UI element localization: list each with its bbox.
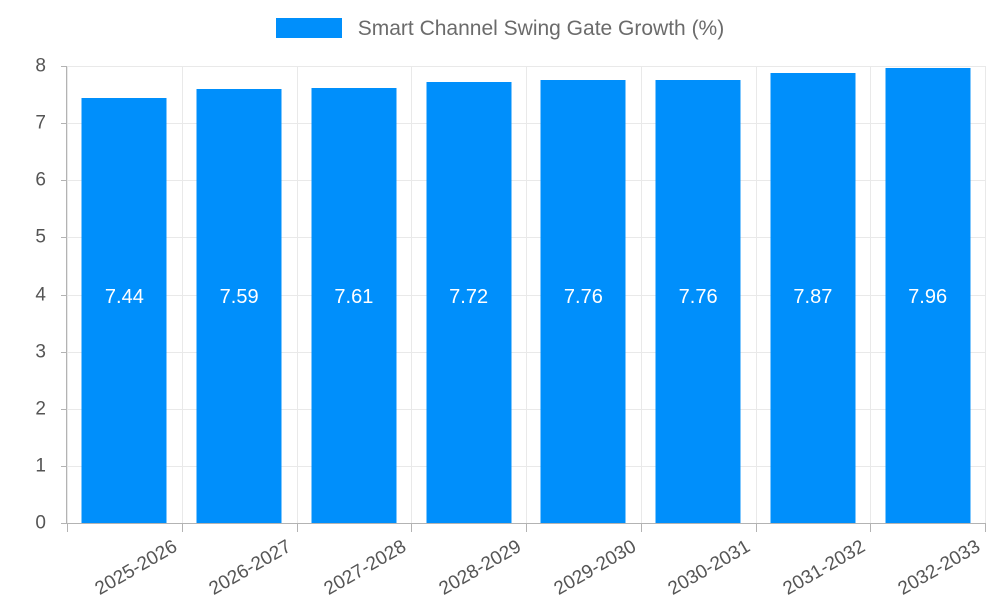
x-axis-tick-label: 2027-2028 (320, 536, 410, 600)
chart-legend: Smart Channel Swing Gate Growth (%) (0, 12, 1000, 44)
y-axis-tick-label: 1 (35, 455, 46, 477)
bar-group[interactable]: 7.76 (641, 66, 756, 523)
x-axis-tick-mark (526, 523, 527, 532)
bar-value-label: 7.87 (793, 286, 833, 308)
bar[interactable] (426, 82, 512, 523)
bar[interactable] (196, 89, 282, 523)
y-axis-line (66, 66, 67, 524)
bar-value-label: 7.44 (104, 286, 144, 308)
bar-group[interactable]: 7.96 (870, 66, 985, 523)
legend-color-swatch-icon (275, 18, 342, 38)
x-axis-tick-mark (641, 523, 642, 532)
bar-value-label: 7.61 (334, 286, 374, 308)
y-axis-tick-label: 5 (35, 226, 46, 248)
y-axis-tick-label: 4 (35, 284, 46, 305)
x-axis-tick-label: 2031-2032 (779, 536, 869, 600)
y-axis-tick-label: 2 (35, 398, 46, 420)
bar-value-label: 7.59 (219, 286, 259, 308)
x-axis-tick-mark (67, 523, 68, 532)
x-axis-tick-mark (297, 523, 298, 532)
bar-group[interactable]: 7.76 (526, 66, 641, 523)
y-axis-tick-mark (61, 523, 67, 524)
x-axis-tick-mark (870, 523, 871, 532)
y-axis-tick-mark (61, 295, 67, 296)
bar-value-label: 7.96 (908, 286, 948, 308)
bar-value-label: 7.76 (563, 286, 603, 308)
y-axis-tick-label: 0 (35, 512, 46, 534)
y-axis-tick-label: 8 (35, 55, 46, 77)
x-axis-labels: 2025-2026 2026-2027 2027-2028 2028-2029 2029… (67, 533, 985, 600)
x-axis-tick-mark (182, 523, 183, 532)
bar[interactable] (770, 73, 856, 523)
y-axis-tick-label: 6 (35, 169, 46, 191)
bar-group[interactable]: 7.61 (297, 66, 412, 523)
bar[interactable] (885, 68, 971, 523)
bar[interactable] (540, 79, 626, 523)
bar-value-label: 7.76 (678, 286, 718, 308)
x-axis-ticks (67, 523, 986, 533)
x-axis-tick-mark (411, 523, 412, 532)
x-axis-tick-mark (756, 523, 757, 532)
y-axis-tick-mark (61, 66, 67, 67)
y-axis-tick-mark (61, 237, 67, 238)
plot-area: 7.44 7.59 7.61 7.72 7.76 7.76 7.87 7.96 (66, 66, 986, 524)
y-axis-tick-label: 7 (35, 112, 46, 134)
y-axis-tick-mark (61, 180, 67, 181)
bar[interactable] (311, 88, 397, 523)
bar-value-label: 7.72 (449, 286, 489, 308)
x-axis-tick-label: 2025-2026 (91, 536, 181, 600)
x-axis-tick-label: 2030-2031 (664, 536, 755, 600)
gridline-vertical (985, 66, 986, 523)
x-axis-tick-label: 2026-2027 (205, 536, 296, 600)
y-axis-tick-mark (61, 466, 67, 467)
x-axis-tick-label: 2032-2033 (894, 536, 984, 600)
x-axis-line (66, 523, 985, 524)
y-axis-tick-label: 3 (35, 341, 46, 363)
bar-group[interactable]: 7.44 (67, 66, 182, 523)
x-axis-tick-mark (985, 523, 986, 532)
y-axis-tick-mark (61, 123, 67, 124)
legend-item-smart-channel-swing-gate-growth[interactable]: Smart Channel Swing Gate Growth (%) (275, 16, 725, 40)
y-axis-labels: 0 1 2 3 4 5 6 7 8 (0, 0, 67, 600)
x-axis-tick-label: 2028-2029 (435, 536, 525, 600)
y-axis-tick-mark (61, 409, 67, 410)
bar-group[interactable]: 7.59 (182, 66, 297, 523)
bar-group[interactable]: 7.72 (411, 66, 526, 523)
bar-series: 7.44 7.59 7.61 7.72 7.76 7.76 7.87 7.96 (67, 66, 985, 523)
legend-item-label: Smart Channel Swing Gate Growth (%) (357, 16, 725, 40)
bar[interactable] (81, 98, 167, 523)
bar[interactable] (655, 79, 741, 523)
x-axis-tick-label: 2029-2030 (550, 536, 640, 600)
bar-group[interactable]: 7.87 (756, 66, 871, 523)
y-axis-tick-mark (61, 352, 67, 353)
